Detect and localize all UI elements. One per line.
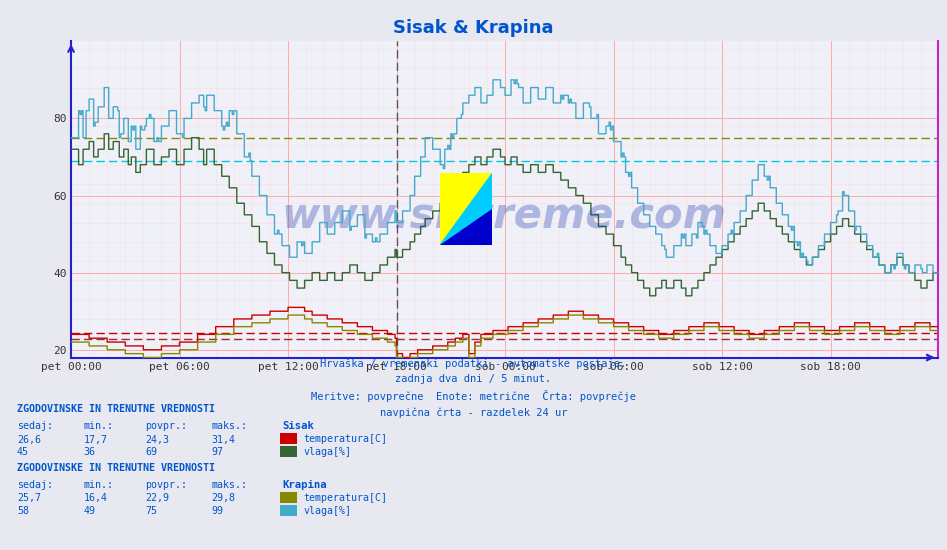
Text: 26,6: 26,6 — [17, 434, 41, 444]
Text: 36: 36 — [83, 447, 96, 457]
Text: 17,7: 17,7 — [83, 434, 107, 444]
Text: 16,4: 16,4 — [83, 493, 107, 503]
Text: min.:: min.: — [83, 421, 114, 431]
Text: Hrvaška / vremenski podatki - avtomatske postaje.
zadnja dva dni / 5 minut.
Meri: Hrvaška / vremenski podatki - avtomatske… — [311, 359, 636, 417]
Text: 45: 45 — [17, 447, 29, 457]
Text: ZGODOVINSKE IN TRENUTNE VREDNOSTI: ZGODOVINSKE IN TRENUTNE VREDNOSTI — [17, 404, 215, 414]
Text: 24,3: 24,3 — [145, 434, 169, 444]
Text: 49: 49 — [83, 506, 96, 516]
Text: 29,8: 29,8 — [211, 493, 235, 503]
Text: povpr.:: povpr.: — [145, 480, 187, 490]
Text: povpr.:: povpr.: — [145, 421, 187, 431]
Text: Sisak & Krapina: Sisak & Krapina — [393, 19, 554, 37]
Text: sedaj:: sedaj: — [17, 480, 53, 490]
Text: 99: 99 — [211, 506, 223, 516]
Text: Krapina: Krapina — [282, 480, 327, 490]
Text: temperatura[C]: temperatura[C] — [303, 493, 387, 503]
Text: 69: 69 — [145, 447, 157, 457]
Text: vlaga[%]: vlaga[%] — [303, 447, 351, 457]
Text: 58: 58 — [17, 506, 29, 516]
Text: maks.:: maks.: — [211, 421, 247, 431]
Text: ZGODOVINSKE IN TRENUTNE VREDNOSTI: ZGODOVINSKE IN TRENUTNE VREDNOSTI — [17, 463, 215, 473]
Text: maks.:: maks.: — [211, 480, 247, 490]
Text: min.:: min.: — [83, 480, 114, 490]
Text: 22,9: 22,9 — [145, 493, 169, 503]
Polygon shape — [440, 209, 492, 245]
Text: sedaj:: sedaj: — [17, 421, 53, 431]
Text: 97: 97 — [211, 447, 223, 457]
Text: 25,7: 25,7 — [17, 493, 41, 503]
Text: vlaga[%]: vlaga[%] — [303, 506, 351, 516]
Polygon shape — [440, 173, 492, 245]
Text: 31,4: 31,4 — [211, 434, 235, 444]
Text: Sisak: Sisak — [282, 421, 314, 431]
Text: 75: 75 — [145, 506, 157, 516]
Polygon shape — [440, 173, 492, 245]
Text: temperatura[C]: temperatura[C] — [303, 434, 387, 444]
Text: www.si-vreme.com: www.si-vreme.com — [282, 194, 726, 236]
